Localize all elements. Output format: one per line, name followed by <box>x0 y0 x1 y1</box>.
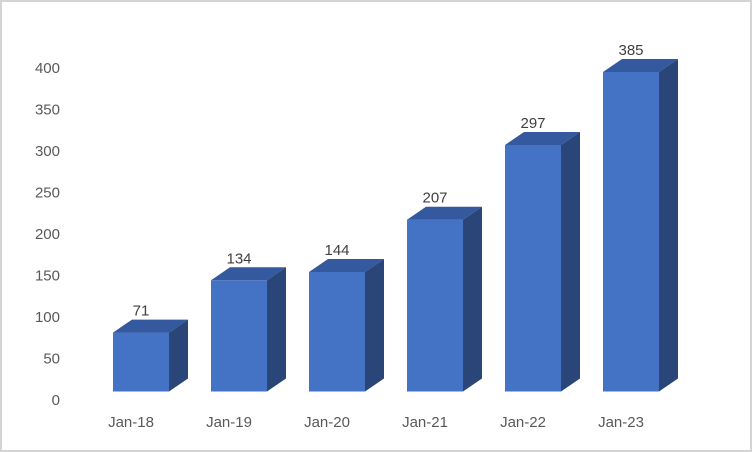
bar-front-face <box>113 332 169 392</box>
bar-side-face <box>561 131 580 392</box>
y-tick-label: 150 <box>35 268 60 285</box>
bar-data-label: 71 <box>133 303 150 320</box>
x-category-label: Jan-18 <box>108 414 154 431</box>
bar-side-face <box>169 319 188 392</box>
bar-front-face <box>211 280 267 392</box>
bar-top-face <box>603 58 678 72</box>
bar-front-face <box>603 71 659 392</box>
y-tick-label: 300 <box>35 143 60 160</box>
bar-data-label: 297 <box>520 115 545 132</box>
bar-top-face <box>113 319 188 333</box>
bar-data-label: 385 <box>618 42 643 59</box>
bar-front-face <box>505 144 561 392</box>
y-tick-label: 0 <box>52 392 60 409</box>
y-tick-label: 350 <box>35 102 60 119</box>
bar-side-face <box>463 206 482 392</box>
y-tick-label: 400 <box>35 60 60 77</box>
bar-front-face <box>407 219 463 392</box>
bar-top-face <box>505 131 580 145</box>
bar-top-face <box>309 258 384 272</box>
x-category-label: Jan-19 <box>206 414 252 431</box>
bar-top-face <box>407 206 482 220</box>
bar-front-face <box>309 271 365 392</box>
x-category-label: Jan-21 <box>402 414 448 431</box>
x-category-label: Jan-20 <box>304 414 350 431</box>
bar-side-face <box>365 258 384 392</box>
y-tick-label: 100 <box>35 309 60 326</box>
x-category-label: Jan-22 <box>500 414 546 431</box>
bar-data-label: 134 <box>226 250 251 267</box>
x-category-label: Jan-23 <box>598 414 644 431</box>
bar-data-label: 207 <box>422 190 447 207</box>
y-tick-label: 50 <box>43 351 60 368</box>
bar-side-face <box>659 58 678 392</box>
bar-side-face <box>267 267 286 392</box>
y-tick-label: 250 <box>35 185 60 202</box>
y-tick-label: 200 <box>35 226 60 243</box>
bar-top-face <box>211 267 286 281</box>
bar-data-label: 144 <box>324 242 349 259</box>
